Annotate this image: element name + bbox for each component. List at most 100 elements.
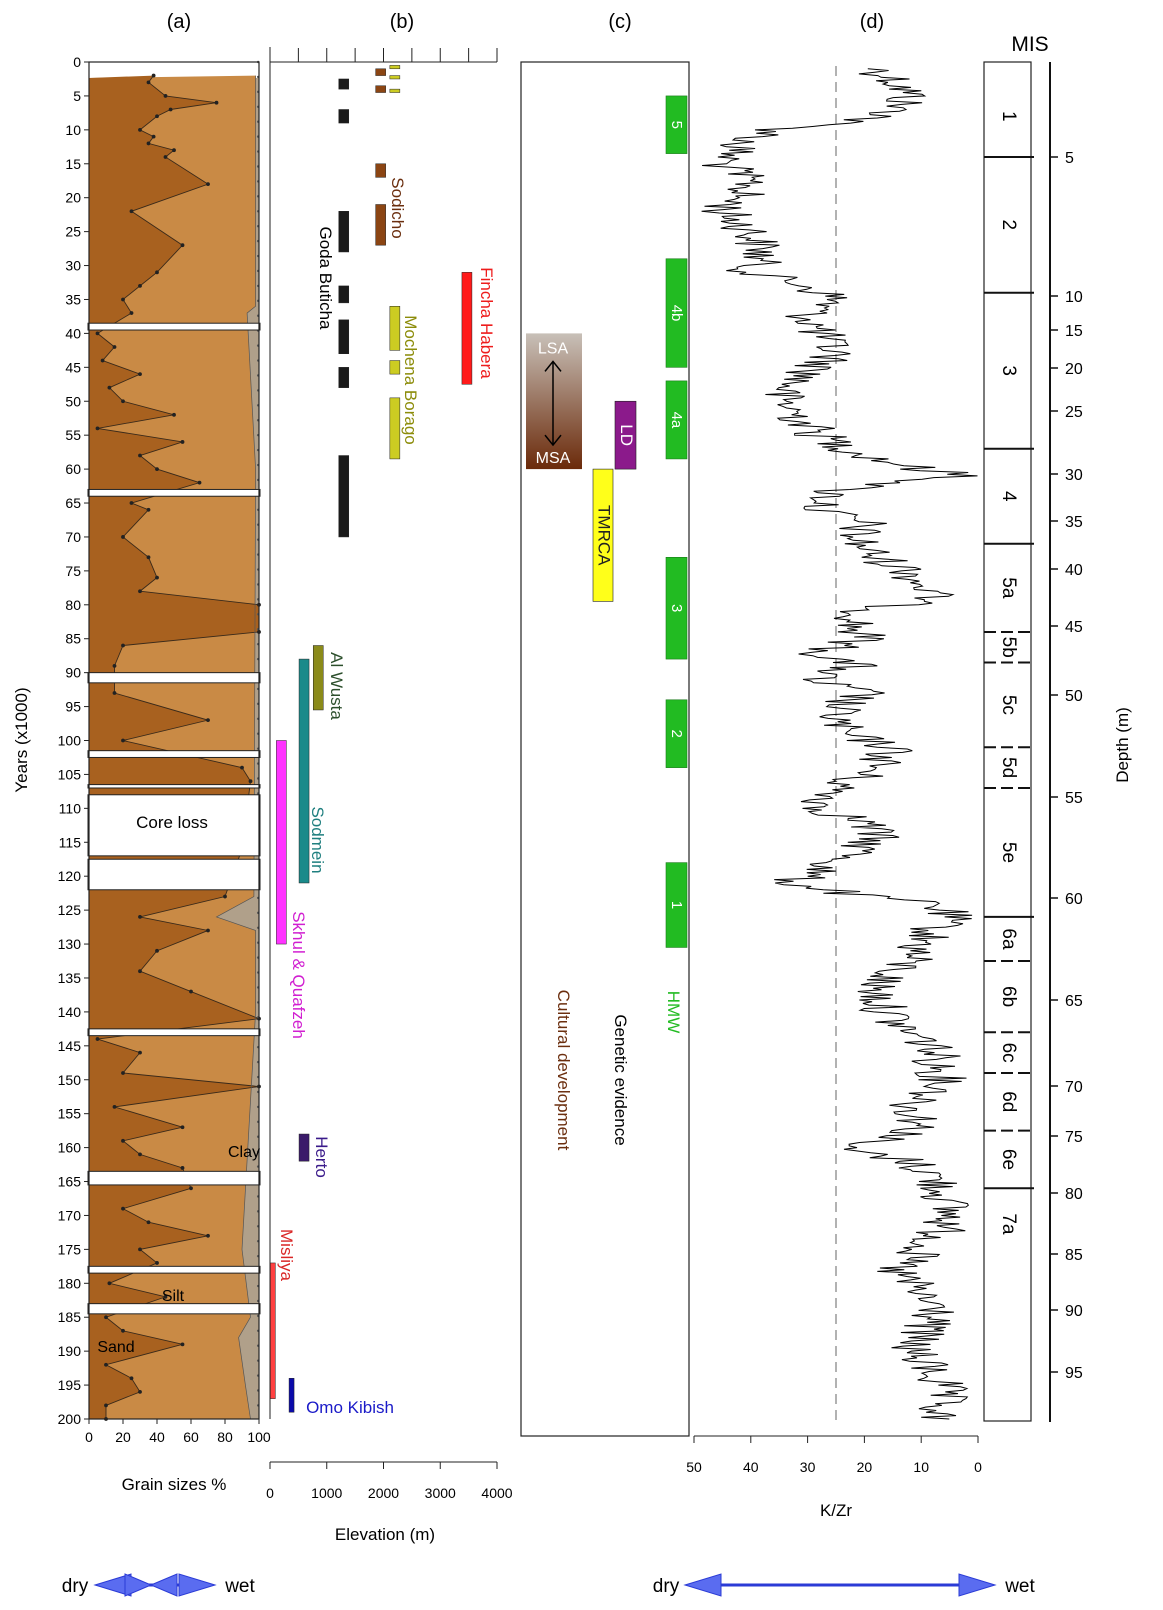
mis-stage-label: 7a: [998, 1213, 1019, 1235]
site-bar-sodicho: [375, 204, 386, 246]
panel-a-ytick-label: 40: [65, 325, 81, 341]
clay-silt-point-4: [168, 107, 173, 112]
cultural-arrow-head-up: [544, 360, 562, 372]
clay-silt-point-15: [138, 284, 142, 288]
silt-sand-boundary-line: [215, 75, 256, 1420]
clay-silt-point-10: [163, 155, 168, 159]
clay-silt-point-73: [104, 1362, 108, 1367]
hmw-bar-label: 5: [668, 121, 685, 129]
panel-b-xtick-label: 1000: [311, 1485, 342, 1501]
clay-silt-point-61: [180, 1166, 185, 1170]
core-gap-1: [87, 488, 261, 497]
clay-silt-point-0: [151, 73, 156, 78]
moisture-arrow-head-right: [178, 1573, 217, 1597]
panel-a-ytick-label: 65: [65, 495, 81, 511]
depth-tick-label: 70: [1065, 1079, 1083, 1096]
silt-label: Silt: [162, 1288, 185, 1305]
site-bar-misliya: [270, 1262, 276, 1399]
clay-silt-point-1: [146, 80, 151, 85]
clay-silt-point-27: [138, 453, 142, 458]
panel-a-ytick-label: 10: [65, 122, 81, 138]
clay-silt-point-9: [172, 148, 176, 153]
depth-tick-label: 55: [1065, 790, 1083, 807]
clay-silt-point-70: [104, 1315, 108, 1320]
panel-a-xtick-label: 40: [149, 1429, 165, 1445]
clay-silt-point-18: [95, 331, 100, 336]
core-gap-7: [87, 1028, 261, 1037]
depth-tick-label: 85: [1065, 1247, 1083, 1264]
clay-silt-point-38: [121, 643, 125, 648]
site-bar-herto: [298, 1133, 310, 1162]
clay-silt-point-60: [138, 1152, 142, 1157]
kzr-series-line: [701, 68, 978, 1420]
clay-silt-point-54: [138, 1050, 142, 1055]
clay-silt-point-28: [155, 467, 159, 471]
clay-silt-boundary-line: [96, 75, 260, 1419]
panel-b-xlabel: Elevation (m): [335, 1525, 435, 1544]
clay-silt-point-66: [138, 1247, 142, 1252]
site-bar-omo-kibish: [288, 1378, 295, 1413]
site-bar-fincha-habera: [461, 272, 473, 385]
mis-stage-label: 5a: [998, 577, 1019, 599]
panel-b-xtick-label: 3000: [425, 1485, 456, 1501]
mis-stage-label: 4: [998, 491, 1019, 502]
panel-b-xtick-label: 4000: [481, 1485, 512, 1501]
panel-a-ytick-label: 80: [65, 597, 81, 613]
mis-stage-label: 3: [998, 365, 1019, 376]
moisture-arrow-head-right: [958, 1573, 997, 1597]
hmw-bar-1: [665, 862, 688, 948]
hmw-bar-label: 2: [668, 730, 685, 738]
mis-stage-label: 2: [998, 220, 1019, 231]
clay-silt-point-63: [121, 1206, 125, 1211]
clay-silt-point-68: [107, 1281, 112, 1286]
mis-stage-label: 6c: [998, 1043, 1019, 1063]
hmw-bar-2: [665, 699, 688, 768]
core-gap-3: [87, 750, 261, 758]
site-label-omo-kibish: Omo Kibish: [306, 1398, 394, 1417]
clay-silt-point-62: [189, 1186, 193, 1191]
site-bar-mochena-borago: [389, 88, 401, 93]
core-loss-label: Core loss: [136, 813, 208, 832]
core-gap-6: [87, 858, 261, 891]
clay-silt-point-41: [206, 718, 210, 723]
panel-a-ytick-label: 195: [58, 1377, 82, 1393]
clay-silt-point-16: [121, 297, 125, 302]
cultural-msa-label: MSA: [536, 450, 571, 467]
cultural-bar: [526, 333, 582, 470]
panel-a-label: (a): [167, 11, 191, 33]
moisture-d-wet-label: wet: [1004, 1576, 1035, 1597]
depth-tick-label: 10: [1065, 289, 1083, 306]
site-bar-mochena-borago: [389, 397, 401, 460]
moisture-a-dry-label: dry: [62, 1576, 89, 1597]
panel-labels: (a) (b) (c) (d) MIS: [167, 11, 1049, 56]
clay-silt-point-40: [112, 691, 117, 695]
site-bar-goda-buticha: [338, 211, 350, 253]
panel-a-ytick-label: 115: [59, 834, 82, 850]
clay-silt-point-2: [163, 94, 168, 98]
panel-a-ytick-label: 125: [58, 902, 82, 918]
clay-silt-point-34: [155, 575, 159, 580]
panel-a-ytick-label: 15: [65, 156, 81, 172]
panel-a-ytick-label: 150: [58, 1072, 82, 1088]
moisture-arrows: dry wet dry wet: [62, 1573, 1035, 1597]
core-gap-10: [87, 1303, 261, 1315]
panel-c-evidence: 5 4b 4a 3 2 1 HMW LD TMRCA Genetic evidence LSA MSA…: [520, 61, 690, 1437]
site-bar-sodicho: [375, 68, 386, 76]
hmw-axis-label: HMW: [664, 991, 683, 1033]
clay-silt-point-35: [138, 589, 142, 594]
depth-tick-label: 60: [1065, 891, 1083, 908]
panel-a-ytick-label: 180: [58, 1275, 82, 1291]
site-bar-mochena-borago: [389, 75, 401, 80]
genetic-bar-label: LD: [617, 424, 636, 446]
depth-axis-label: Depth (m): [1113, 707, 1132, 783]
panel-a-xtick-label: 100: [247, 1429, 271, 1445]
panel-a-ytick-label: 85: [65, 631, 81, 647]
site-label-fincha-habera: Fincha Habera: [477, 267, 496, 379]
panel-a-ytick-label: 5: [73, 88, 81, 104]
site-bar-skhul-quafzeh: [276, 740, 287, 945]
clay-silt-point-75: [138, 1389, 142, 1394]
clay-silt-point-8: [146, 141, 151, 146]
panel-a-ytick-label: 50: [65, 393, 81, 409]
mis-stage-label: 6b: [998, 986, 1019, 1007]
